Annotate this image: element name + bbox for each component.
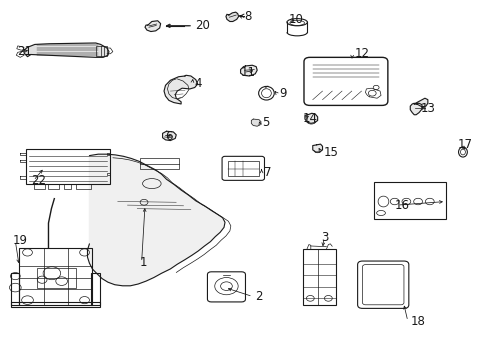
- Text: 12: 12: [354, 47, 369, 60]
- Polygon shape: [162, 131, 176, 140]
- Text: 17: 17: [457, 138, 472, 151]
- Bar: [64, 184, 71, 189]
- Polygon shape: [24, 43, 109, 57]
- Bar: [34, 184, 44, 189]
- Bar: [96, 46, 107, 55]
- Text: 6: 6: [165, 130, 173, 143]
- Text: 18: 18: [409, 315, 424, 328]
- Polygon shape: [163, 75, 197, 104]
- Polygon shape: [312, 144, 322, 152]
- Text: 13: 13: [420, 102, 435, 115]
- Bar: [48, 184, 59, 189]
- Text: 21: 21: [17, 45, 32, 58]
- Text: 8: 8: [244, 10, 251, 23]
- Text: 15: 15: [323, 145, 338, 158]
- Polygon shape: [87, 154, 224, 286]
- Bar: [19, 248, 92, 305]
- Bar: [76, 184, 91, 189]
- Bar: [26, 149, 110, 184]
- Bar: [11, 273, 19, 305]
- Text: 2: 2: [255, 290, 262, 303]
- Bar: [140, 158, 178, 169]
- Polygon shape: [240, 65, 257, 76]
- Bar: [303, 249, 335, 305]
- Text: 5: 5: [262, 116, 269, 129]
- Polygon shape: [145, 21, 160, 32]
- Text: 1: 1: [139, 256, 146, 269]
- Polygon shape: [225, 12, 238, 22]
- Text: 11: 11: [240, 66, 255, 79]
- Polygon shape: [305, 113, 317, 123]
- Text: 22: 22: [31, 174, 46, 187]
- Bar: [91, 273, 100, 305]
- Text: 19: 19: [13, 234, 28, 247]
- Text: 14: 14: [303, 112, 317, 125]
- Text: 20: 20: [194, 19, 209, 32]
- Polygon shape: [251, 119, 261, 126]
- Text: 10: 10: [288, 13, 303, 26]
- Bar: [227, 161, 258, 176]
- Bar: [373, 182, 445, 220]
- Polygon shape: [409, 98, 427, 115]
- Text: 7: 7: [264, 166, 271, 179]
- Bar: [37, 268, 76, 288]
- Text: 3: 3: [321, 231, 328, 244]
- Bar: [11, 302, 100, 307]
- Text: 9: 9: [279, 87, 286, 100]
- Text: 16: 16: [394, 199, 409, 212]
- Text: 4: 4: [194, 77, 202, 90]
